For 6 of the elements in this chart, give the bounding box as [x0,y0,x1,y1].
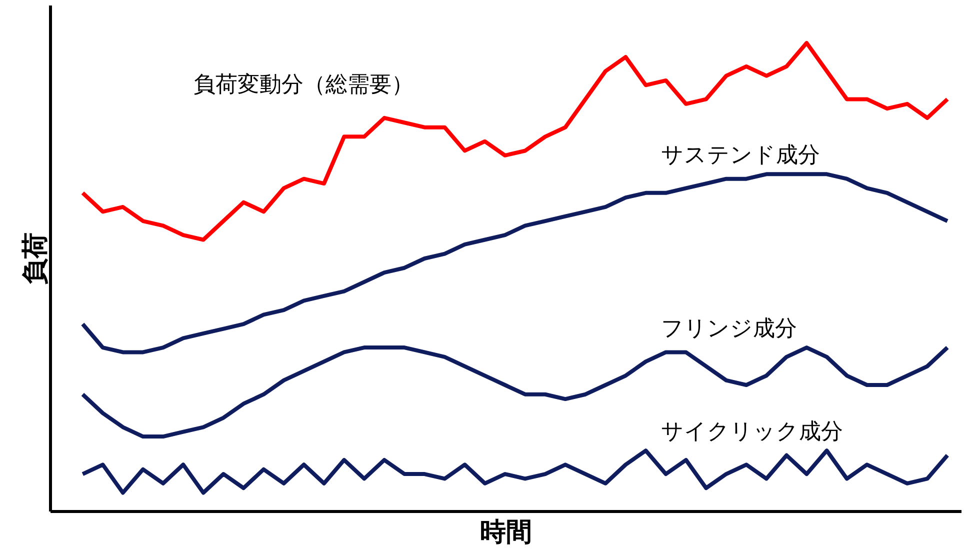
series-label: サイクリック成分 [660,419,843,444]
series-label: フリンジ成分 [660,316,797,342]
series-label: サステンド成分 [660,142,820,168]
x-axis-title: 時間 [480,518,532,548]
y-axis-title: 負荷 [20,232,50,284]
series-label: 負荷変動分（総需要） [193,72,414,98]
